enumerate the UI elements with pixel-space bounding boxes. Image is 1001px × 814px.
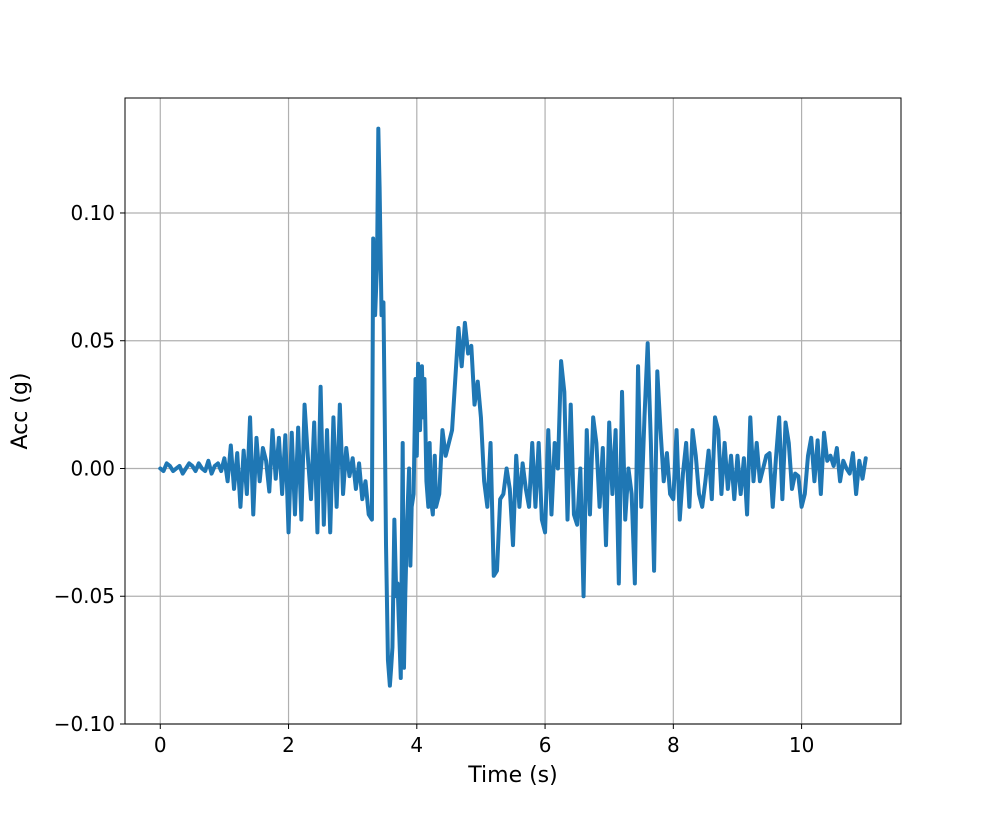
- x-tick-label: 0: [154, 733, 167, 757]
- y-axis-label: Acc (g): [8, 373, 33, 450]
- x-tick-label: 4: [410, 733, 423, 757]
- tick-labels: 0 2 4 6 8 10 −0.10 −0.05 0.00 0.05 0.10: [54, 201, 815, 757]
- y-tick-label: −0.05: [54, 584, 115, 608]
- series-line-0: [158, 126, 868, 688]
- x-tick-label: 10: [789, 733, 814, 757]
- x-axis-label: Time (s): [467, 763, 557, 788]
- x-tick-label: 6: [539, 733, 552, 757]
- y-tick-label: 0.00: [70, 456, 115, 480]
- x-tick-label: 2: [282, 733, 295, 757]
- plot-frame: [124, 97, 902, 725]
- series-layer: [158, 126, 868, 688]
- tick-marks: [120, 212, 803, 729]
- y-tick-label: 0.10: [70, 201, 115, 225]
- y-tick-label: −0.10: [54, 712, 115, 736]
- x-tick-label: 8: [667, 733, 680, 757]
- y-tick-label: 0.05: [70, 329, 115, 353]
